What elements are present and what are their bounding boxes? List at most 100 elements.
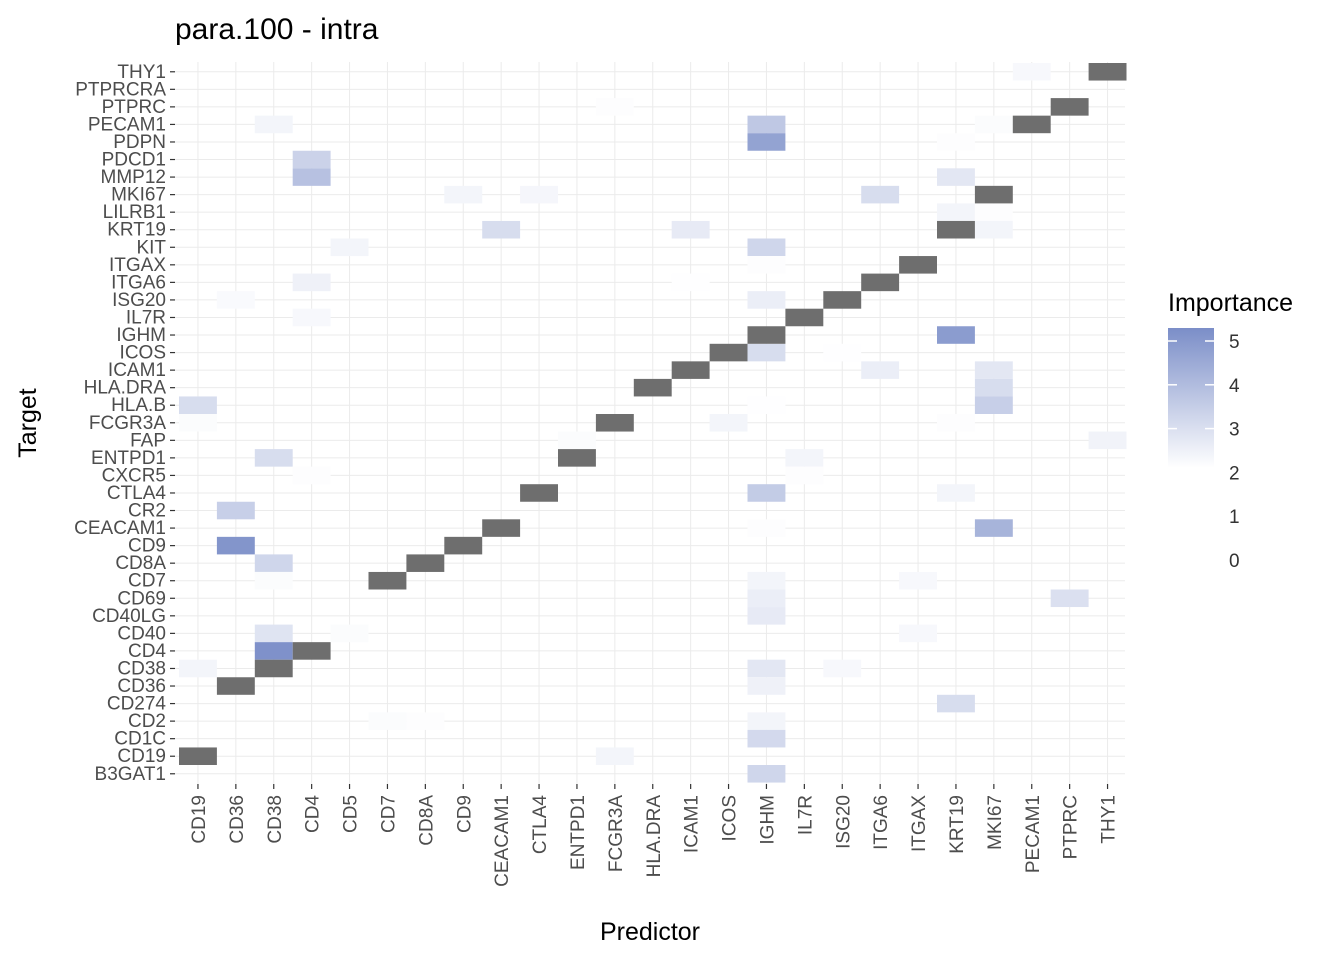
heatmap-cell — [709, 414, 748, 432]
heatmap-cell — [747, 291, 786, 309]
heatmap-cell — [254, 624, 293, 643]
x-axis-title: Predictor — [600, 918, 700, 946]
x-tick-label: PECAM1 — [1023, 795, 1044, 873]
heatmap-cell — [747, 571, 786, 590]
heatmap-cell — [254, 115, 293, 134]
grid-lines — [175, 62, 1125, 784]
self-cell — [482, 519, 521, 537]
heatmap-cell — [823, 343, 862, 362]
legend-tick-label: 5 — [1229, 332, 1240, 353]
x-axis-ticks: CD19 CD36 CD38 CD4 CD5 CD7 CD8A CD9 CEACAM1 CTLA4… — [189, 784, 1120, 887]
heatmap-cell — [747, 256, 786, 274]
heatmap-cell — [937, 484, 975, 502]
y-tick-label: ENTPD1 — [91, 448, 166, 469]
heatmap-cell — [179, 659, 217, 678]
y-tick-label: FCGR3A — [89, 413, 166, 434]
heatmap-cell — [482, 220, 521, 239]
x-tick-label: CD36 — [227, 795, 248, 844]
y-tick-label: KIT — [136, 237, 166, 258]
heatmap-cell — [747, 765, 786, 783]
heatmap-cell — [216, 501, 255, 520]
heatmap-cell — [899, 571, 937, 590]
y-axis-title: Target — [14, 388, 42, 458]
self-cell — [292, 642, 331, 660]
self-cell — [974, 185, 1013, 204]
x-tick-label: IL7R — [795, 795, 816, 835]
legend-tick-label: 0 — [1229, 551, 1240, 572]
heatmap-cell — [747, 659, 786, 678]
heatmap-cell — [558, 431, 596, 450]
self-cell — [861, 273, 900, 292]
self-cell — [558, 449, 596, 467]
self-cell — [520, 484, 558, 502]
y-tick-label: ITGA6 — [111, 272, 166, 293]
y-tick-label: CD9 — [128, 536, 166, 557]
y-tick-label: ITGAX — [109, 255, 166, 276]
x-tick-label: CD38 — [265, 795, 286, 844]
y-tick-label: CEACAM1 — [74, 518, 166, 539]
legend-tick-label: 3 — [1229, 420, 1240, 441]
heatmap-cell — [785, 449, 824, 467]
self-cell — [1088, 63, 1127, 81]
legend-tick-label: 4 — [1229, 376, 1240, 397]
heatmap-cell — [747, 396, 786, 414]
y-tick-label: CD40LG — [92, 606, 166, 627]
heatmap-cell — [747, 343, 786, 362]
heatmap-cell — [254, 642, 293, 660]
heatmap-cell — [974, 203, 1013, 221]
x-tick-label: ISG20 — [833, 795, 854, 849]
y-tick-label: ICOS — [120, 343, 166, 364]
x-tick-label: ICOS — [720, 795, 741, 841]
y-tick-label: IL7R — [126, 307, 166, 328]
heatmap-cells — [179, 63, 1127, 783]
y-tick-label: IGHM — [116, 325, 166, 346]
y-tick-label: CD274 — [107, 694, 167, 715]
y-tick-label: KRT19 — [107, 220, 166, 241]
heatmap-cell — [1088, 431, 1127, 450]
legend: Importance 5 4 3 2 1 0 — [1168, 289, 1293, 572]
y-tick-label: PDCD1 — [102, 150, 166, 171]
heatmap-cell — [937, 694, 975, 713]
heatmap-cell — [595, 98, 634, 116]
heatmap-cell — [861, 185, 900, 204]
y-tick-label: CD2 — [128, 711, 166, 732]
y-tick-label: PTPRCRA — [75, 79, 166, 100]
x-tick-label: ENTPD1 — [568, 795, 589, 870]
y-tick-label: B3GAT1 — [95, 764, 166, 785]
heatmap-cell — [747, 589, 786, 608]
heatmap-cell — [937, 414, 975, 432]
x-tick-label: MKI67 — [985, 795, 1006, 850]
x-tick-label: ICAM1 — [682, 795, 703, 853]
y-tick-label: FAP — [130, 430, 166, 451]
heatmap-cell — [747, 712, 786, 730]
heatmap-cell — [747, 519, 786, 537]
legend-tick-label: 2 — [1229, 463, 1240, 484]
heatmap-cell — [179, 396, 217, 414]
heatmap-cell — [974, 519, 1013, 537]
y-tick-label: HLA.DRA — [84, 378, 167, 399]
heatmap-cell — [974, 396, 1013, 414]
self-cell — [671, 361, 710, 379]
heatmap-cell — [671, 273, 710, 292]
self-cell — [216, 677, 255, 695]
heatmap-cell — [368, 712, 407, 730]
heatmap-cell — [179, 414, 217, 432]
y-tick-label: LILRB1 — [103, 202, 166, 223]
heatmap-cell — [861, 361, 900, 379]
y-tick-label: CR2 — [128, 501, 166, 522]
heatmap-cell — [899, 624, 937, 643]
y-tick-label: CD8A — [115, 553, 166, 574]
x-tick-label: ITGA6 — [871, 795, 892, 850]
self-cell — [1012, 115, 1051, 134]
chart-title: para.100 - intra — [175, 13, 379, 46]
self-cell — [709, 343, 748, 362]
y-tick-label: CD1C — [114, 729, 166, 750]
heatmap-cell — [444, 185, 483, 204]
self-cell — [254, 659, 293, 678]
x-tick-label: CD4 — [303, 795, 324, 833]
heatmap-cell — [216, 536, 255, 555]
y-tick-label: CD38 — [117, 658, 166, 679]
heatmap-cell — [254, 571, 293, 590]
x-tick-label: CEACAM1 — [492, 795, 513, 887]
